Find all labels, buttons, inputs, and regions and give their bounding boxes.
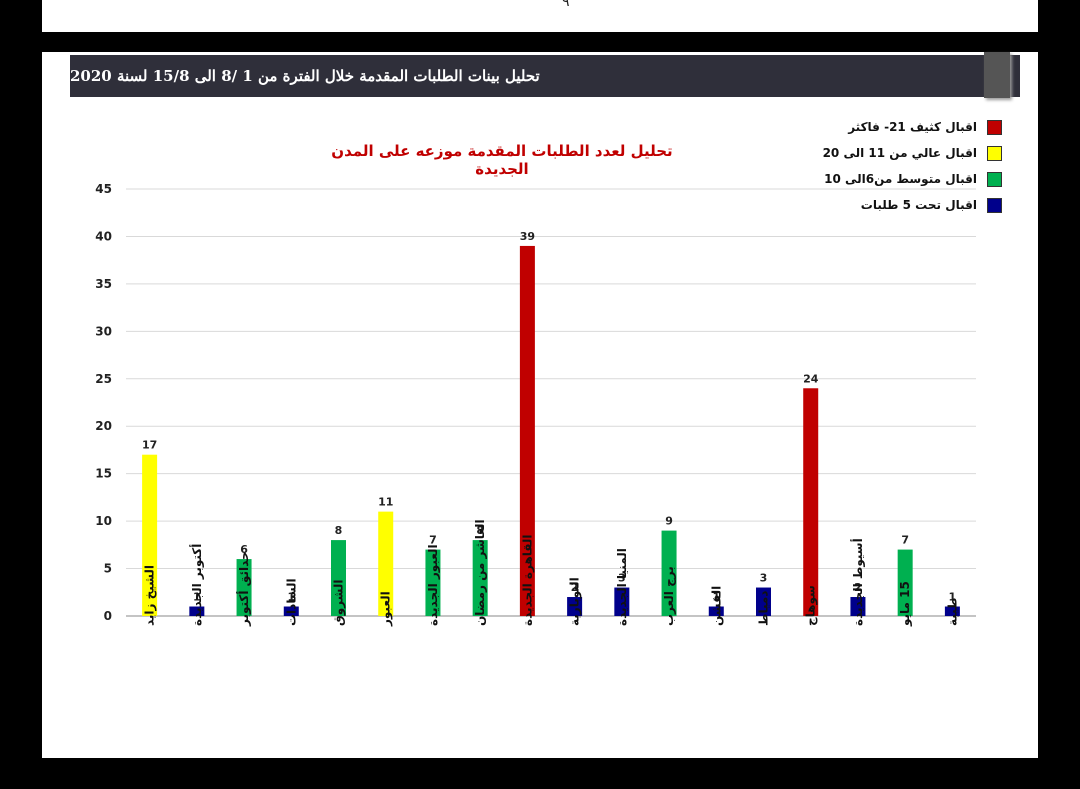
legend-swatch-high (987, 145, 1002, 161)
bar (283, 606, 299, 616)
y-tick-label: 10 (95, 514, 112, 528)
bar (661, 530, 677, 616)
legend-label-medium: اقبال متوسط من6الى 10 (824, 172, 977, 186)
chart-title: تحليل لعدد الطلبات المقدمة موزعه على الم… (331, 142, 673, 178)
data-label: 7 (429, 534, 437, 547)
legend-item-medium: اقبال متوسط من6الى 10 (762, 166, 1002, 192)
data-label: 3 (760, 572, 768, 585)
bar (425, 549, 441, 616)
x-tick-label: حدائق أكتوبر (236, 551, 252, 627)
x-tick-label: النوبارية (568, 577, 583, 626)
x-tick-label: العبور (379, 591, 394, 627)
y-tick-label: 35 (95, 277, 112, 291)
y-tick-label: 25 (95, 372, 112, 386)
y-tick-label: 20 (95, 419, 112, 433)
bar (236, 559, 252, 616)
data-label: 1 (712, 591, 720, 604)
bar (142, 454, 158, 616)
bar (519, 245, 535, 616)
legend-item-low: اقبال تحت 5 طلبات (762, 192, 1002, 218)
bar (472, 540, 488, 616)
bar (331, 540, 346, 616)
top-strip: ٩ (42, 0, 1038, 32)
data-label: 2 (571, 581, 579, 594)
x-tick-label: العاشر من رمضان (473, 519, 487, 626)
y-tick-label: 15 (95, 467, 112, 481)
legend-item-dense: اقبال كثيف 21- فاكثر (762, 114, 1002, 140)
header-accent-block (984, 52, 1010, 98)
data-label: 9 (665, 515, 673, 528)
data-label: 3 (618, 572, 626, 585)
x-tick-label: أكتوبر الجديدة (189, 544, 205, 626)
bar (614, 587, 630, 616)
data-label: 1 (949, 591, 957, 604)
data-label: 1 (193, 591, 201, 604)
x-tick-label: الشروق (332, 580, 347, 626)
legend-swatch-low (987, 197, 1002, 213)
bar (944, 606, 960, 616)
x-tick-label: برج العرب (662, 566, 676, 626)
x-tick-label: الفشن (709, 586, 723, 626)
x-tick-label: 15 مايو (898, 581, 913, 627)
slide-header: تحليل بينات الطلبات المقدمة خلال الفترة … (70, 55, 1020, 97)
data-label: 11 (378, 496, 393, 509)
y-tick-label: 0 (104, 609, 112, 623)
legend-label-high: اقبال عالي من 11 الى 20 (822, 146, 977, 160)
x-tick-label: الشيخ زايد (143, 565, 157, 626)
y-tick-label: 30 (95, 324, 112, 338)
y-tick-label: 40 (95, 229, 112, 243)
chart-legend: اقبال كثيف 21- فاكثر اقبال عالي من 11 ال… (762, 114, 1002, 218)
y-tick-label: 45 (95, 182, 112, 196)
x-tick-label: المنيا الجديدة (615, 548, 629, 626)
data-label: 17 (142, 439, 157, 452)
bar (897, 549, 913, 616)
data-label: 8 (476, 524, 484, 537)
x-tick-label: القاهرة الجديدة (520, 534, 534, 626)
slide-title: تحليل بينات الطلبات المقدمة خلال الفترة … (70, 67, 540, 85)
data-label: 24 (803, 372, 819, 385)
x-tick-label: أسيوط الجديدة (850, 538, 866, 626)
data-label: 1 (287, 591, 295, 604)
legend-swatch-dense (987, 119, 1002, 135)
bar (567, 597, 583, 616)
legend-label-dense: اقبال كثيف 21- فاكثر (848, 120, 977, 134)
y-tick-label: 5 (104, 562, 112, 576)
x-tick-label: طيبة (945, 598, 959, 626)
x-tick-label: دمياط (757, 591, 771, 626)
data-label: 8 (335, 524, 343, 537)
legend-swatch-medium (987, 171, 1002, 187)
bar (803, 388, 819, 616)
bar (189, 606, 205, 616)
x-tick-label: سوهاج (804, 585, 819, 626)
data-label: 6 (240, 543, 248, 556)
legend-item-high: اقبال عالي من 11 الى 20 (762, 140, 1002, 166)
data-label: 2 (854, 581, 862, 594)
bar (708, 606, 724, 616)
x-tick-label: السادات (284, 578, 298, 626)
page-number-glyph: ٩ (562, 0, 570, 10)
x-tick-label: العبور الجديدة (426, 544, 441, 626)
legend-label-low: اقبال تحت 5 طلبات (860, 198, 977, 212)
slide: تحليل بينات الطلبات المقدمة خلال الفترة … (42, 52, 1038, 758)
data-label: 39 (520, 230, 535, 243)
bar (378, 511, 394, 616)
bar (850, 597, 866, 616)
bar (756, 587, 771, 616)
data-label: 7 (901, 534, 909, 547)
